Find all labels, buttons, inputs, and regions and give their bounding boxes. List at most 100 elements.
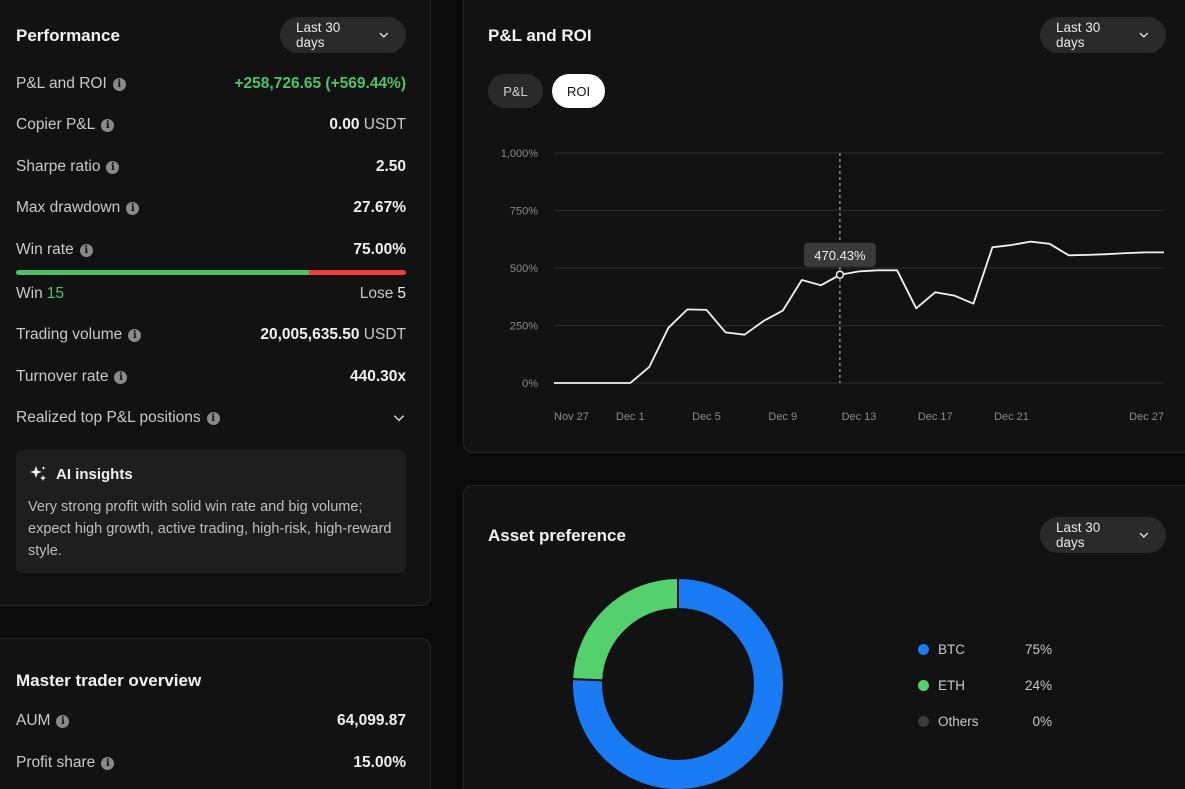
legend-btc: BTC 75% — [918, 642, 1052, 657]
info-icon[interactable]: i — [106, 160, 120, 174]
tab-pnl[interactable]: P&L — [488, 74, 543, 108]
win-rate-row: Win rate i 75.00% — [16, 239, 406, 261]
master-trader-card — [0, 638, 431, 789]
legend-name-others: Others — [938, 714, 979, 729]
pnl-period-dropdown[interactable]: Last 30 days — [1040, 17, 1166, 53]
info-icon[interactable]: i — [56, 714, 70, 728]
pnl-roi-label: P&L and ROI — [16, 75, 107, 92]
x-tick-label: Nov 27 — [554, 411, 589, 423]
asset-donut-chart — [571, 576, 785, 789]
sharpe-row: Sharpe ratio i 2.50 — [16, 156, 406, 178]
asset-period-dropdown[interactable]: Last 30 days — [1040, 517, 1166, 553]
win-label: Win — [16, 285, 43, 302]
tooltip-label: 470.43% — [814, 248, 866, 263]
sparkle-icon — [30, 466, 46, 481]
donut-slice-eth[interactable] — [571, 576, 679, 682]
y-tick-label: 1,000% — [501, 148, 539, 160]
x-tick-label: Dec 13 — [842, 411, 877, 423]
ai-insights-text: Very strong profit with solid win rate a… — [28, 499, 392, 559]
asset-period-label: Last 30 days — [1056, 520, 1101, 550]
lose-bar-fill — [308, 270, 406, 275]
copier-pnl-value: 0.00 — [329, 116, 360, 133]
y-tick-label: 0% — [522, 378, 538, 390]
legend-dot-others — [918, 716, 929, 727]
x-tick-label: Dec 5 — [692, 411, 721, 423]
max-drawdown-row: Max drawdown i 27.67% — [16, 197, 406, 219]
tooltip-box — [803, 242, 876, 267]
win-count: 15 — [46, 285, 64, 302]
chevron-down-icon — [1139, 32, 1149, 38]
trading-volume-row: Trading volume i 20,005,635.50 USDT — [16, 324, 406, 346]
y-tick-label: 500% — [510, 263, 538, 275]
legend-pct-btc: 75% — [1024, 642, 1052, 657]
copier-pnl-row: Copier P&L i 0.00 USDT — [16, 114, 406, 136]
legend-dot-eth — [918, 680, 929, 691]
lose-count: 5 — [397, 285, 406, 302]
legend-name-btc: BTC — [938, 642, 965, 657]
profit-share-row: Profit share i 15.00% — [16, 752, 406, 774]
trading-volume-unit: USDT — [363, 326, 406, 343]
aum-label: AUM — [16, 712, 51, 729]
aum-row: AUM i 64,099.87 — [16, 710, 406, 732]
highlight-point — [835, 270, 845, 280]
win-bar-fill — [16, 270, 309, 275]
chevron-down-icon — [379, 32, 389, 38]
x-tick-label: Dec 1 — [616, 411, 645, 423]
legend-pct-others: 0% — [1032, 714, 1052, 729]
x-tick-label: Dec 21 — [994, 411, 1029, 423]
trading-volume-label: Trading volume — [16, 326, 123, 343]
tab-roi[interactable]: ROI — [552, 74, 605, 108]
performance-period-dropdown[interactable]: Last 30 days — [280, 17, 406, 53]
win-rate-value: 75.00% — [353, 241, 406, 258]
max-drawdown-label: Max drawdown — [16, 199, 121, 216]
legend-others: Others 0% — [918, 714, 1052, 729]
ai-insights-panel: AI insights Very strong profit with soli… — [16, 450, 406, 573]
win-rate-label: Win rate — [16, 241, 74, 258]
aum-value: 64,099.87 — [337, 712, 406, 729]
master-title: Master trader overview — [16, 671, 202, 690]
info-icon[interactable]: i — [126, 201, 140, 215]
sharpe-label: Sharpe ratio — [16, 158, 101, 175]
turnover-label: Turnover rate — [16, 368, 109, 385]
chevron-down-icon — [1139, 532, 1149, 538]
copier-pnl-unit: USDT — [363, 116, 406, 133]
pnl-chart-title: P&L and ROI — [488, 26, 592, 45]
x-tick-label: Dec 17 — [918, 411, 953, 423]
legend-name-eth: ETH — [938, 678, 965, 693]
max-drawdown-value: 27.67% — [353, 199, 406, 216]
info-icon[interactable]: i — [112, 77, 126, 91]
copier-pnl-label: Copier P&L — [16, 116, 96, 133]
info-icon[interactable]: i — [206, 411, 220, 425]
pnl-roi-value: +258,726.65 (+569.44%) — [234, 75, 407, 92]
pnl-roi-row: P&L and ROI i +258,726.65 (+569.44%) — [16, 73, 406, 95]
chevron-down-icon[interactable] — [392, 411, 406, 425]
info-icon[interactable]: i — [114, 370, 128, 384]
y-tick-label: 250% — [510, 321, 538, 333]
realized-top-label: Realized top P&L positions — [16, 409, 201, 426]
roi-line-chart: 1,000% 750% 500% 250% 0% Nov 27 Dec 1 Dec 5 Dec … — [501, 148, 1164, 423]
info-icon[interactable]: i — [128, 328, 142, 342]
legend-eth: ETH 24% — [918, 678, 1052, 693]
performance-title: Performance — [16, 26, 120, 45]
y-tick-label: 750% — [510, 206, 538, 218]
turnover-row: Turnover rate i 440.30x — [16, 366, 406, 388]
trading-volume-value: 20,005,635.50 — [260, 326, 360, 343]
win-lose-row: Win 15 Lose 5 — [16, 283, 406, 305]
sharpe-value: 2.50 — [375, 158, 406, 175]
legend-pct-eth: 24% — [1024, 678, 1052, 693]
profit-share-label: Profit share — [16, 754, 96, 771]
realized-top-row[interactable]: Realized top P&L positions i — [16, 407, 406, 429]
x-tick-label: Dec 9 — [768, 411, 797, 423]
pnl-period-label: Last 30 days — [1056, 20, 1101, 50]
info-icon[interactable]: i — [101, 118, 115, 132]
asset-title: Asset preference — [488, 526, 626, 545]
performance-period-label: Last 30 days — [296, 20, 341, 50]
info-icon[interactable]: i — [79, 243, 93, 257]
donut-slice-btc[interactable] — [571, 576, 785, 789]
roi-series-line — [554, 240, 1164, 384]
legend-dot-btc — [918, 644, 929, 655]
lose-label: Lose — [359, 285, 394, 302]
x-tick-label: Dec 27 — [1129, 411, 1164, 423]
profit-share-value: 15.00% — [353, 754, 406, 771]
info-icon[interactable]: i — [101, 756, 115, 770]
